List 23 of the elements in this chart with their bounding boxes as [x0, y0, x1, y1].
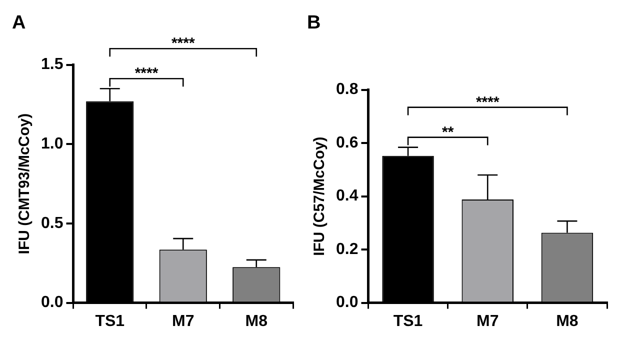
y-axis-title: IFU (C57/McCoy)	[311, 136, 328, 256]
annotation: **	[442, 124, 454, 141]
y-tick-label: 0.5	[40, 214, 64, 232]
y-tick-label: 0.0	[40, 294, 64, 312]
y-tick-label: 0.8	[336, 81, 358, 98]
chart-title: A	[12, 12, 26, 34]
x-tick-label: M8	[245, 312, 268, 330]
x-tick-label: M7	[476, 312, 499, 330]
y-tick-label: 0.4	[336, 188, 358, 205]
y-tick-label: 1.5	[40, 56, 64, 74]
y-axis-title: IFU (CMT93/McCoy)	[16, 113, 34, 254]
y-tick-label: 0.0	[336, 294, 358, 312]
x-tick-label: M7	[172, 312, 194, 330]
chart-title: B	[307, 12, 321, 34]
y-tick-label: 1.0	[40, 136, 64, 153]
annotation: ****	[476, 94, 500, 111]
annotation: ****	[134, 65, 158, 82]
text: ****	[171, 35, 195, 52]
x-tick-label: TS1	[393, 312, 423, 330]
x-tick-label: M8	[556, 312, 578, 330]
x-tick-label: TS1	[95, 312, 125, 330]
y-tick-label: 0.6	[336, 134, 358, 152]
y-tick-label: 0.2	[336, 240, 358, 258]
